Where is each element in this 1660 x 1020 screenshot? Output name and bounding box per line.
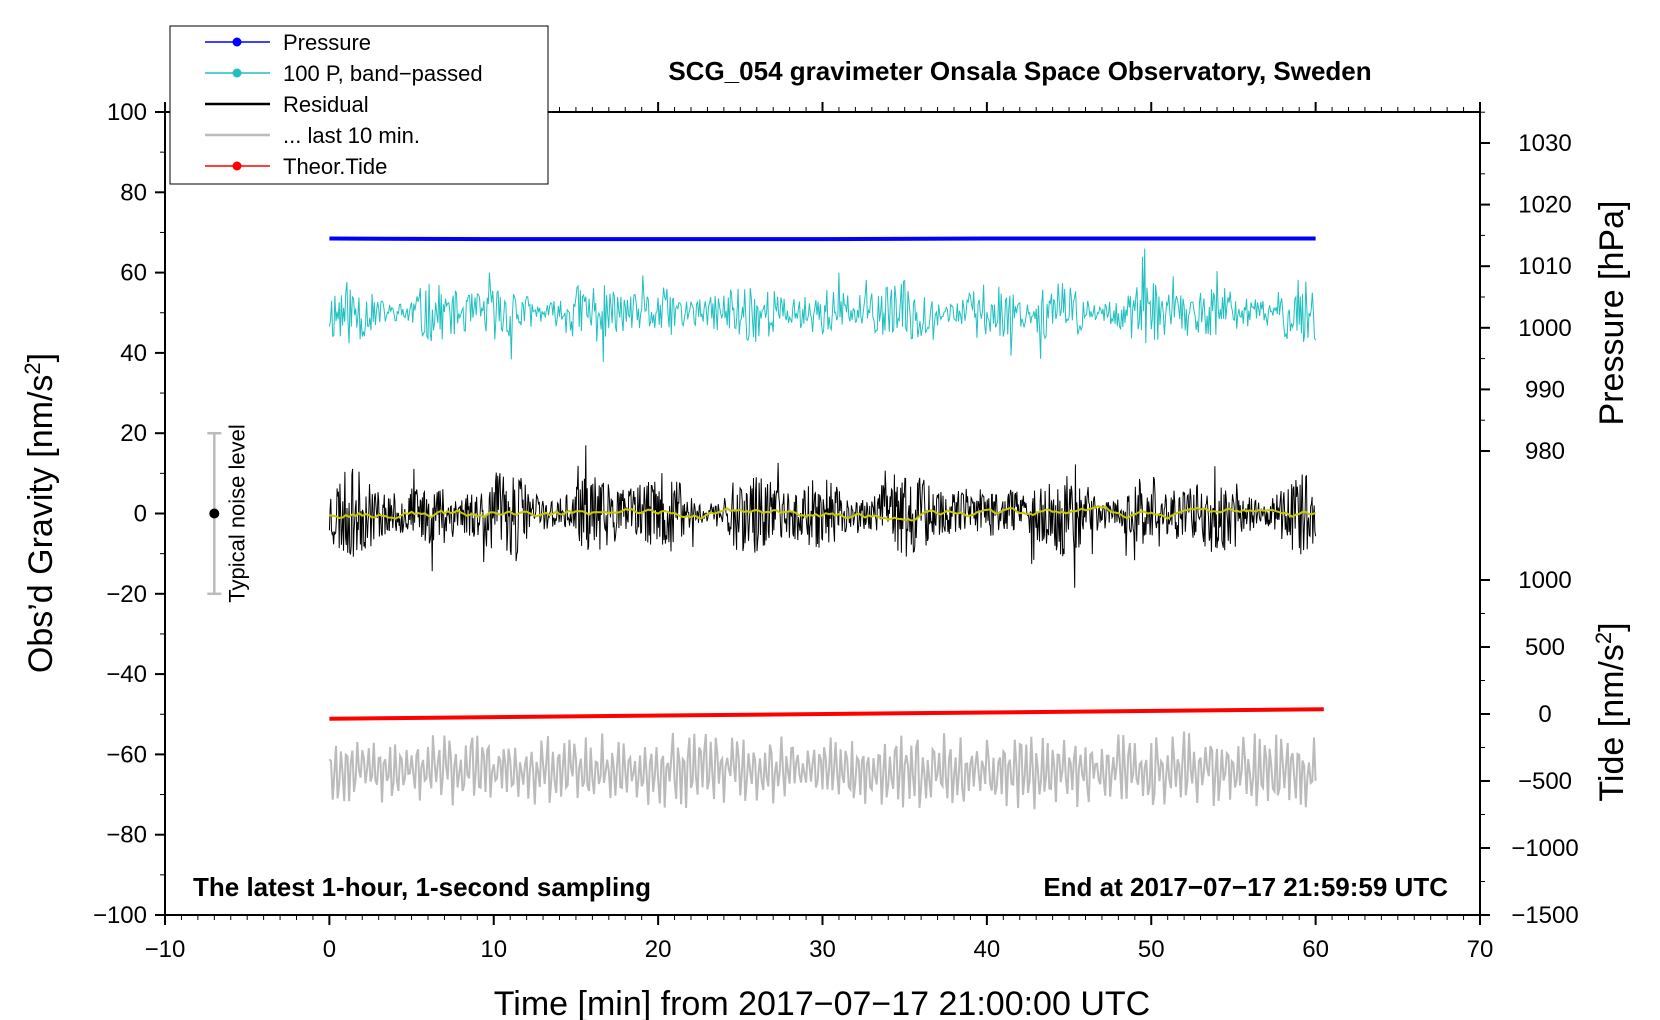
series-band-passed: [328, 248, 1317, 362]
legend-label: ... last 10 min.: [283, 123, 420, 148]
chart-title: SCG_054 gravimeter Onsala Space Observat…: [668, 56, 1371, 86]
tide-tick-label: 0: [1538, 701, 1551, 728]
noise-level-point: [209, 508, 220, 519]
y-tick-label: −100: [93, 902, 147, 929]
y-axis-title-pressure: Pressure [hPa]: [1593, 201, 1631, 426]
y-tick-label: −60: [106, 741, 147, 768]
legend-label: 100 P, band−passed: [283, 61, 483, 86]
y-tick-label: −40: [106, 661, 147, 688]
y-tick-label: 80: [120, 179, 147, 206]
x-tick-label: 0: [323, 936, 336, 963]
y-axis-title-tide: Tide [nm/s2]: [1591, 622, 1631, 801]
tide-tick-label: −500: [1518, 768, 1572, 795]
x-tick-label: 20: [645, 936, 672, 963]
ylabel-gravity-end: ]: [22, 353, 60, 362]
series-pressure: [329, 236, 1316, 242]
ylabel-tide-main: Tide [nm/s: [1593, 644, 1631, 801]
y-tick-label: 20: [120, 420, 147, 447]
legend: Pressure 100 P, band−passed Residual ... la…: [169, 25, 549, 185]
noise-level-label: Typical noise level: [224, 424, 249, 603]
y-axis-gravity: 100 80 60 40 20 0 −20 −40 −60 −80 −100: [93, 99, 165, 929]
legend-marker: [232, 161, 242, 171]
x-tick-label: 40: [974, 936, 1001, 963]
subtitle-left: The latest 1-hour, 1-second sampling: [193, 872, 651, 902]
ylabel-tide-end: ]: [1593, 622, 1631, 631]
ylabel-gravity-sup: 2: [20, 362, 45, 374]
x-tick-label: 50: [1138, 936, 1165, 963]
x-tick-label: −10: [145, 936, 186, 963]
y-tick-label: 100: [107, 99, 147, 126]
ylabel-gravity-main: Obs’d Gravity [nm/s: [22, 375, 60, 674]
x-tick-label: 60: [1302, 936, 1329, 963]
tide-tick-label: −1000: [1511, 835, 1578, 862]
data-series: [328, 236, 1324, 810]
pressure-tick-label: 1030: [1518, 130, 1571, 157]
pressure-tick-label: 1010: [1518, 253, 1571, 280]
y-tick-label: 40: [120, 340, 147, 367]
tide-tick-label: 1000: [1518, 567, 1571, 594]
pressure-tick-label: 990: [1525, 376, 1565, 403]
x-axis-title: Time [min] from 2017−07−17 21:00:00 UTC: [494, 985, 1150, 1020]
legend-label: Theor.Tide: [283, 154, 387, 179]
x-axis: −10 0 10 20 30 40 50 60 70: [145, 102, 1494, 963]
y-tick-label: −20: [106, 581, 147, 608]
legend-marker: [232, 37, 242, 47]
series-residual: [328, 445, 1317, 588]
legend-label: Residual: [283, 92, 369, 117]
x-tick-label: 30: [809, 936, 836, 963]
legend-marker: [232, 68, 242, 78]
y-tick-label: 60: [120, 260, 147, 287]
ylabel-tide-sup: 2: [1591, 632, 1616, 644]
pressure-tick-label: 980: [1525, 438, 1565, 465]
y-axis-title-gravity: Obs’d Gravity [nm/s2]: [20, 353, 60, 673]
series-last-10-min: [328, 731, 1317, 810]
y-axis-pressure: 1030 1020 1010 1000 990 980: [1480, 111, 1572, 465]
pressure-tick-label: 1020: [1518, 192, 1571, 219]
y-tick-label: 0: [134, 501, 147, 528]
tide-tick-label: −1500: [1511, 902, 1578, 929]
noise-level-indicator: Typical noise level: [207, 424, 249, 603]
x-tick-label: 70: [1467, 936, 1494, 963]
tide-tick-label: 500: [1525, 634, 1565, 661]
pressure-tick-label: 1000: [1518, 315, 1571, 342]
y-tick-label: −80: [106, 822, 147, 849]
x-tick-label: 10: [480, 936, 507, 963]
legend-label: Pressure: [283, 30, 371, 55]
series-residual-smoothed: [329, 504, 1316, 522]
y-axis-tide: 1000 500 0 −500 −1000 −1500: [1480, 567, 1579, 929]
subtitle-right: End at 2017−07−17 21:59:59 UTC: [1043, 872, 1448, 902]
series-theor-tide: [329, 707, 1324, 721]
